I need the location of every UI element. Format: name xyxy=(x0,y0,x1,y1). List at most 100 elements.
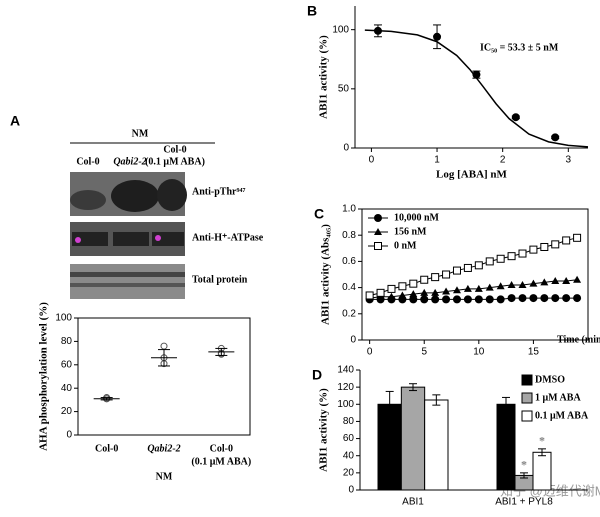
x-tick-label: 15 xyxy=(528,347,540,358)
legend-label: 1 μM ABA xyxy=(535,392,581,403)
marker xyxy=(433,33,441,41)
marker xyxy=(497,255,504,262)
row-label: Total protein xyxy=(192,274,248,285)
marker xyxy=(486,295,494,303)
marker xyxy=(541,243,548,250)
marker xyxy=(431,295,439,303)
x-tick-label: Qabi2-2 xyxy=(147,443,180,454)
annotation: IC₅₀ = 53.3 ± 5 nM xyxy=(480,42,559,53)
marker xyxy=(366,292,373,299)
y-tick-label: 100 xyxy=(55,313,72,324)
y-tick-label: 0 xyxy=(66,430,72,441)
y-tick-label: 80 xyxy=(61,336,73,347)
marker xyxy=(453,295,461,303)
marker xyxy=(573,294,581,302)
marker xyxy=(551,294,559,302)
marker xyxy=(388,285,395,292)
marker xyxy=(563,237,570,244)
marker xyxy=(475,295,483,303)
x-tick-label: Col-0 xyxy=(95,443,118,454)
marker xyxy=(518,294,526,302)
y-tick-label: 20 xyxy=(61,406,73,417)
marker xyxy=(512,113,520,121)
annotation: * xyxy=(521,458,527,472)
y-tick-label: 50 xyxy=(338,83,350,94)
legend-label: 0.1 μM ABA xyxy=(535,410,589,421)
panel-label: D xyxy=(312,367,322,383)
y-tick-label: 0.6 xyxy=(342,256,356,267)
lane-label: (0.1 μM ABA) xyxy=(145,156,205,167)
panel-label: B xyxy=(307,3,317,19)
marker xyxy=(551,133,559,141)
legend-swatch xyxy=(522,375,532,385)
bar xyxy=(497,404,515,490)
marker xyxy=(574,234,581,241)
row-label: Anti-pThr⁹⁴⁷ xyxy=(192,186,245,197)
legend-swatch xyxy=(522,411,532,421)
marker xyxy=(374,27,382,35)
marker xyxy=(529,294,537,302)
y-tick-label: 20 xyxy=(343,467,355,478)
marker xyxy=(472,71,480,79)
marker xyxy=(475,262,482,269)
y-tick-label: 140 xyxy=(337,365,354,376)
legend-label: 156 nM xyxy=(394,226,427,237)
legend-label: DMSO xyxy=(535,374,565,385)
y-axis-label: ABI1 activity (Abs₄₀₅) xyxy=(320,224,332,325)
marker xyxy=(399,283,406,290)
y-axis-label: ABI1 activity (%) xyxy=(318,35,330,119)
x-tick-label: 1 xyxy=(434,155,440,166)
marker xyxy=(464,295,472,303)
x-tick-label: ABI1 + PYL8 xyxy=(495,497,553,508)
y-tick-label: 0.8 xyxy=(342,230,356,241)
marker xyxy=(443,271,450,278)
x-tick-label: 5 xyxy=(421,347,427,358)
y-tick-label: 0 xyxy=(343,143,349,154)
x-tick-label: 3 xyxy=(566,155,572,166)
x-tick-label: Col-0 xyxy=(210,443,233,454)
blot-images xyxy=(70,172,187,299)
x-tick-label: 0 xyxy=(369,155,375,166)
group-label: NM xyxy=(132,128,149,139)
marker xyxy=(432,274,439,281)
marker xyxy=(420,295,428,303)
x-axis-label: Time (min xyxy=(557,334,600,345)
y-tick-label: 0.4 xyxy=(342,282,356,293)
marker xyxy=(519,250,526,257)
x-tick-label: 2 xyxy=(500,155,506,166)
marker xyxy=(464,264,471,271)
marker xyxy=(410,280,417,287)
marker xyxy=(497,295,505,303)
y-tick-label: 1.0 xyxy=(342,204,356,215)
marker xyxy=(530,246,537,253)
y-tick-label: 60 xyxy=(343,433,355,444)
panel-label: C xyxy=(314,206,324,222)
y-tick-label: 40 xyxy=(61,383,73,394)
y-tick-label: 0.2 xyxy=(342,308,356,319)
x-axis-label: NM xyxy=(156,471,173,482)
bar xyxy=(425,400,448,490)
marker xyxy=(442,295,450,303)
y-tick-label: 80 xyxy=(343,416,355,427)
y-tick-label: 100 xyxy=(332,24,349,35)
marker xyxy=(375,243,382,250)
annotation: * xyxy=(539,434,545,448)
panel-label: A xyxy=(10,113,20,129)
y-axis-label: ABI1 activity (%) xyxy=(318,388,330,472)
y-tick-label: 120 xyxy=(337,382,354,393)
lane-label: Col-0 xyxy=(163,144,186,155)
marker xyxy=(421,276,428,283)
x-axis-label: Log [ABA] nM xyxy=(436,169,508,181)
y-tick-label: 60 xyxy=(61,359,73,370)
marker xyxy=(486,258,493,265)
legend-swatch xyxy=(522,393,532,403)
marker xyxy=(453,267,460,274)
marker xyxy=(508,253,515,260)
x-tick-label: ABI1 xyxy=(402,497,424,508)
lane-label: Col-0 xyxy=(76,156,99,167)
legend-label: 0 nM xyxy=(394,240,417,251)
marker xyxy=(540,294,548,302)
x-tick-label: 0 xyxy=(367,347,373,358)
x-tick-label: (0.1 μM ABA) xyxy=(191,456,251,467)
